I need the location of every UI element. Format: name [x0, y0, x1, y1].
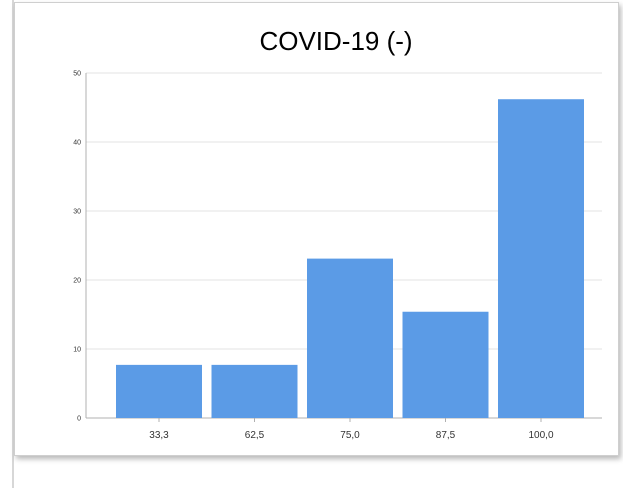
x-tick-label: 33,3 [149, 430, 169, 441]
bar [498, 99, 584, 418]
chart-title: COVID-19 (-) [259, 26, 412, 56]
y-tick-label: 40 [73, 140, 81, 147]
y-tick-label: 10 [73, 347, 81, 354]
x-tick-label: 87,5 [436, 430, 456, 441]
y-tick-label: 30 [73, 209, 81, 216]
y-tick-label: 0 [77, 416, 81, 423]
bar [307, 258, 393, 418]
bar [116, 364, 202, 418]
y-axis-ticks: 0 10 20 30 40 50 [73, 71, 81, 423]
bar [402, 311, 489, 418]
x-axis-ticks: 33,3 62,5 75,0 87,5 100,0 [149, 418, 554, 441]
bar [211, 364, 298, 418]
x-tick-label: 100,0 [528, 430, 553, 441]
x-tick-label: 62,5 [245, 430, 265, 441]
y-tick-label: 20 [73, 278, 81, 285]
y-tick-label: 50 [73, 71, 81, 78]
bars [116, 99, 584, 418]
x-tick-label: 75,0 [340, 430, 360, 441]
left-panel-edge [0, 0, 14, 488]
